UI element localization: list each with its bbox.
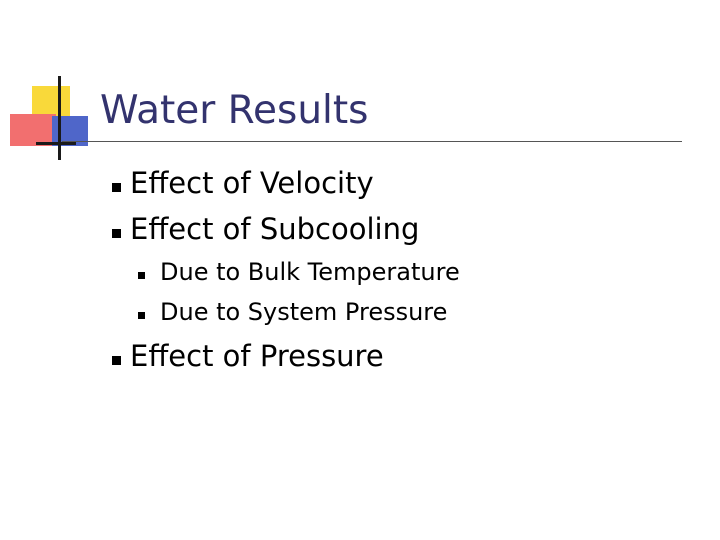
bullet-square-icon	[112, 229, 121, 238]
logo-vertical-line	[58, 76, 61, 160]
list-item: Due to Bulk Temperature	[160, 258, 460, 286]
logo-horizontal-line	[36, 142, 76, 145]
slide-logo	[0, 0, 100, 170]
slide-title: Water Results	[100, 88, 369, 133]
title-underline	[62, 141, 682, 142]
bullet-square-icon	[112, 183, 121, 192]
bullet-square-icon	[112, 356, 121, 365]
bullet-square-icon	[138, 312, 145, 319]
list-item: Due to System Pressure	[160, 298, 448, 326]
list-item: Effect of Velocity	[130, 166, 374, 200]
list-item: Effect of Subcooling	[130, 212, 420, 246]
bullet-square-icon	[138, 272, 145, 279]
list-item: Effect of Pressure	[130, 339, 384, 373]
logo-red-square	[10, 114, 56, 146]
